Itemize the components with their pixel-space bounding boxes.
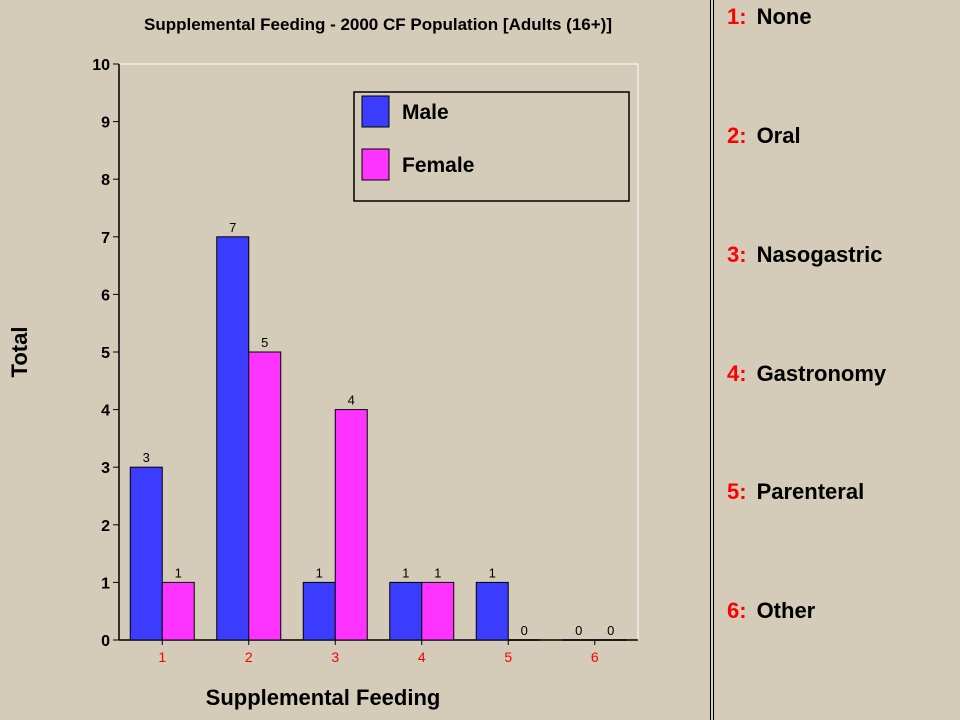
key-item-6: 6: Other (727, 598, 815, 624)
key-item-2: 2: Oral (727, 123, 801, 149)
data-label: 7 (229, 220, 236, 235)
panel-divider (710, 0, 714, 720)
y-tick-label: 3 (101, 460, 110, 477)
data-label: 3 (143, 450, 150, 465)
y-tick-label: 6 (101, 287, 110, 304)
key-number: 2: (727, 123, 747, 148)
legend-swatch-female (361, 148, 390, 181)
data-label: 4 (348, 393, 355, 408)
key-label: Gastronomy (756, 361, 887, 386)
legend: Male Female (353, 91, 630, 202)
x-tick-label: 3 (331, 649, 339, 665)
key-label: None (756, 4, 812, 29)
key-label: Parenteral (756, 479, 865, 504)
x-tick-label: 5 (504, 649, 512, 665)
key-item-1: 1: None (727, 4, 812, 30)
y-tick-label: 5 (101, 345, 110, 362)
data-label: 1 (175, 565, 182, 580)
key-label: Nasogastric (756, 242, 883, 267)
data-label: 0 (521, 623, 528, 638)
bar-female (248, 351, 282, 641)
data-label: 0 (575, 623, 582, 638)
x-tick-label: 1 (158, 649, 166, 665)
bar-female (334, 409, 368, 641)
x-tick-label: 2 (245, 649, 253, 665)
key-label: Other (756, 598, 816, 623)
key-number: 6: (727, 598, 747, 623)
y-tick-label: 10 (92, 57, 110, 74)
key-item-4: 4: Gastronomy (727, 361, 886, 387)
y-axis-label: Total (7, 327, 32, 378)
bar-female (421, 581, 455, 641)
key-number: 5: (727, 479, 747, 504)
data-label: 1 (489, 565, 496, 580)
y-tick-label: 0 (101, 633, 110, 650)
category-key-panel: 1: None 2: Oral 3: Nasogastric 4: Gastronomy… (716, 0, 960, 720)
legend-label-male: Male (402, 101, 449, 124)
y-tick-label: 2 (101, 518, 110, 535)
x-tick-label: 6 (591, 649, 599, 665)
data-label: 1 (316, 565, 323, 580)
chart: Supplemental Feeding - 2000 CF Populatio… (7, 15, 639, 710)
bar-male (302, 581, 336, 641)
y-tick-label: 8 (101, 172, 110, 189)
bar-male (216, 236, 250, 641)
y-tick-label: 1 (101, 575, 110, 592)
bar-male (475, 581, 509, 641)
key-item-3: 3: Nasogastric (727, 242, 883, 268)
x-axis-label: Supplemental Feeding (206, 685, 441, 710)
data-label: 0 (607, 623, 614, 638)
key-label: Oral (756, 123, 801, 148)
y-tick-label: 9 (101, 115, 110, 132)
data-label: 1 (402, 565, 409, 580)
data-label: 1 (434, 565, 441, 580)
y-tick-label: 4 (101, 403, 110, 420)
chart-title: Supplemental Feeding - 2000 CF Populatio… (144, 15, 612, 34)
data-label: 5 (261, 335, 268, 350)
key-number: 1: (727, 4, 747, 29)
key-number: 3: (727, 242, 747, 267)
bar-female (161, 581, 195, 641)
bar-male (129, 466, 163, 641)
key-number: 4: (727, 361, 747, 386)
bar-male (389, 581, 423, 641)
legend-swatch-male (361, 95, 390, 128)
key-item-5: 5: Parenteral (727, 479, 864, 505)
y-tick-label: 7 (101, 230, 110, 247)
legend-box (353, 91, 630, 202)
x-tick-label: 4 (418, 649, 426, 665)
legend-label-female: Female (402, 154, 474, 177)
